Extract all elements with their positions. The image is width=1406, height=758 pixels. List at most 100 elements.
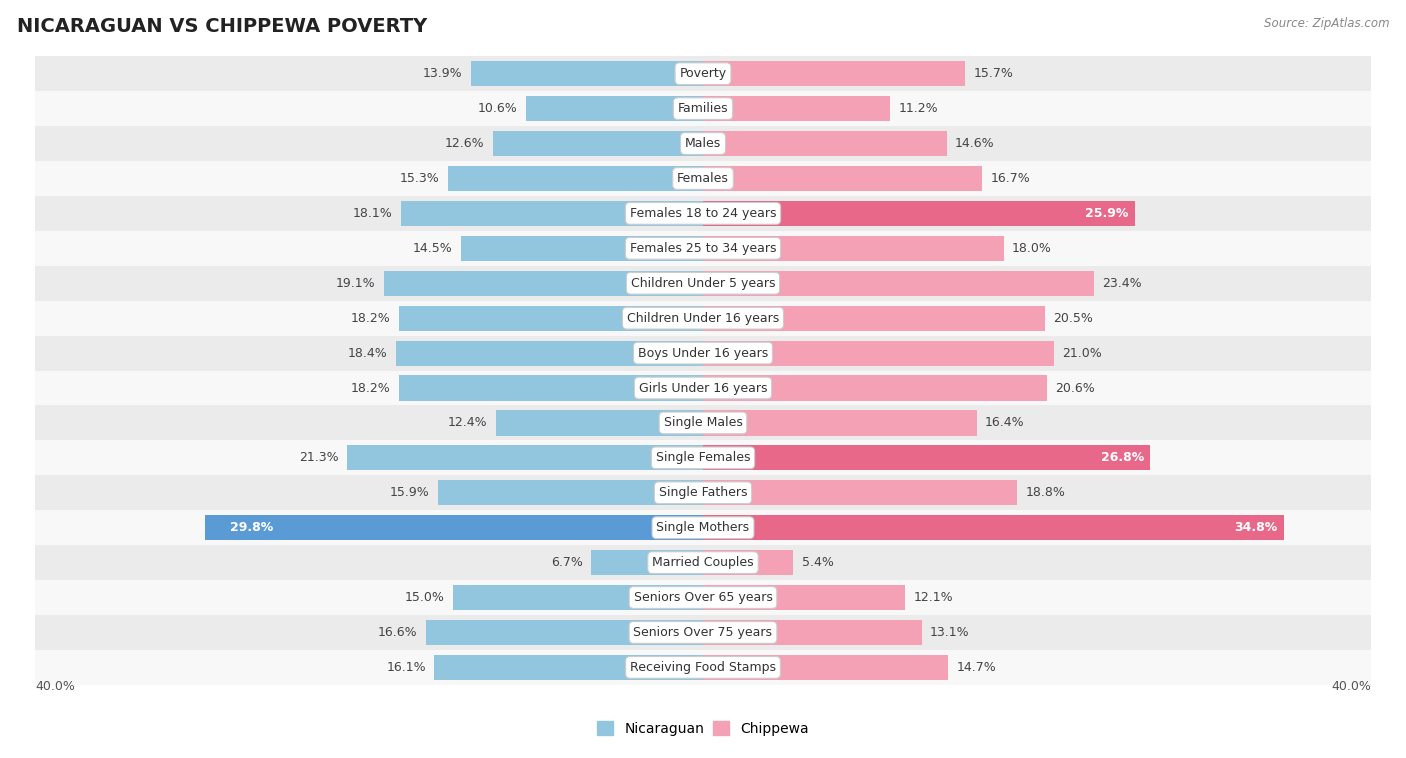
Text: 16.4%: 16.4% [986,416,1025,430]
Bar [35,510,1371,545]
Bar [471,61,703,86]
Text: 16.1%: 16.1% [387,661,426,674]
Text: 34.8%: 34.8% [1234,522,1277,534]
Text: 18.8%: 18.8% [1025,487,1066,500]
Bar [437,481,703,506]
Bar [447,166,703,191]
Bar [35,266,1371,301]
Bar [35,475,1371,510]
Text: Source: ZipAtlas.com: Source: ZipAtlas.com [1264,17,1389,30]
Bar [703,131,946,156]
Text: 18.2%: 18.2% [352,312,391,324]
Bar [35,545,1371,580]
Bar [703,236,1004,261]
Text: 13.9%: 13.9% [423,67,463,80]
Text: 13.1%: 13.1% [931,626,970,639]
Bar [35,580,1371,615]
Bar [703,481,1017,506]
Bar [35,196,1371,231]
Bar [703,96,890,121]
Text: Single Females: Single Females [655,451,751,465]
Text: Single Fathers: Single Fathers [659,487,747,500]
Text: Receiving Food Stamps: Receiving Food Stamps [630,661,776,674]
Bar [492,131,703,156]
Bar [384,271,703,296]
Text: 12.6%: 12.6% [444,137,484,150]
Bar [703,620,922,645]
Text: 20.6%: 20.6% [1056,381,1095,394]
Text: 12.1%: 12.1% [914,591,953,604]
Text: Girls Under 16 years: Girls Under 16 years [638,381,768,394]
Text: Females: Females [678,172,728,185]
Text: Males: Males [685,137,721,150]
Bar [399,375,703,400]
Bar [703,340,1053,365]
Text: 14.6%: 14.6% [955,137,994,150]
Text: 6.7%: 6.7% [551,556,582,569]
Text: 18.0%: 18.0% [1012,242,1052,255]
Bar [396,340,703,365]
Bar [703,410,977,436]
Text: 14.7%: 14.7% [956,661,997,674]
Text: 14.5%: 14.5% [413,242,453,255]
Bar [703,271,1094,296]
Text: 20.5%: 20.5% [1053,312,1094,324]
Text: Seniors Over 65 years: Seniors Over 65 years [634,591,772,604]
Bar [35,615,1371,650]
Bar [35,161,1371,196]
Text: 16.7%: 16.7% [990,172,1031,185]
Legend: Nicaraguan, Chippewa: Nicaraguan, Chippewa [592,716,814,741]
Text: 16.6%: 16.6% [378,626,418,639]
Bar [401,201,703,226]
Bar [347,445,703,471]
Bar [35,336,1371,371]
Text: 5.4%: 5.4% [801,556,834,569]
Text: Single Mothers: Single Mothers [657,522,749,534]
Bar [35,231,1371,266]
Bar [703,166,981,191]
Text: 12.4%: 12.4% [449,416,488,430]
Text: 11.2%: 11.2% [898,102,938,115]
Text: 15.9%: 15.9% [389,487,429,500]
Text: 26.8%: 26.8% [1101,451,1144,465]
Bar [35,371,1371,406]
Bar [496,410,703,436]
Text: 18.4%: 18.4% [347,346,388,359]
Bar [35,91,1371,126]
Text: 21.0%: 21.0% [1062,346,1102,359]
Text: 21.3%: 21.3% [299,451,339,465]
Bar [703,375,1047,400]
Bar [703,305,1045,330]
Bar [35,56,1371,91]
Text: 25.9%: 25.9% [1085,207,1129,220]
Text: Married Couples: Married Couples [652,556,754,569]
Text: Females 18 to 24 years: Females 18 to 24 years [630,207,776,220]
Text: Children Under 16 years: Children Under 16 years [627,312,779,324]
Bar [426,620,703,645]
Text: NICARAGUAN VS CHIPPEWA POVERTY: NICARAGUAN VS CHIPPEWA POVERTY [17,17,427,36]
Text: Poverty: Poverty [679,67,727,80]
Text: Children Under 5 years: Children Under 5 years [631,277,775,290]
Bar [526,96,703,121]
Bar [35,406,1371,440]
Text: 19.1%: 19.1% [336,277,375,290]
Text: Seniors Over 75 years: Seniors Over 75 years [634,626,772,639]
Text: 15.0%: 15.0% [405,591,444,604]
Text: 18.2%: 18.2% [352,381,391,394]
Text: 23.4%: 23.4% [1102,277,1142,290]
Bar [591,550,703,575]
Text: Females 25 to 34 years: Females 25 to 34 years [630,242,776,255]
Text: Families: Families [678,102,728,115]
Bar [703,61,965,86]
Bar [703,655,949,680]
Text: 15.3%: 15.3% [399,172,439,185]
Text: 40.0%: 40.0% [35,680,75,693]
Text: Boys Under 16 years: Boys Under 16 years [638,346,768,359]
Bar [434,655,703,680]
Bar [703,515,1284,540]
Bar [35,650,1371,684]
Text: 10.6%: 10.6% [478,102,517,115]
Bar [35,126,1371,161]
Bar [35,301,1371,336]
Bar [461,236,703,261]
